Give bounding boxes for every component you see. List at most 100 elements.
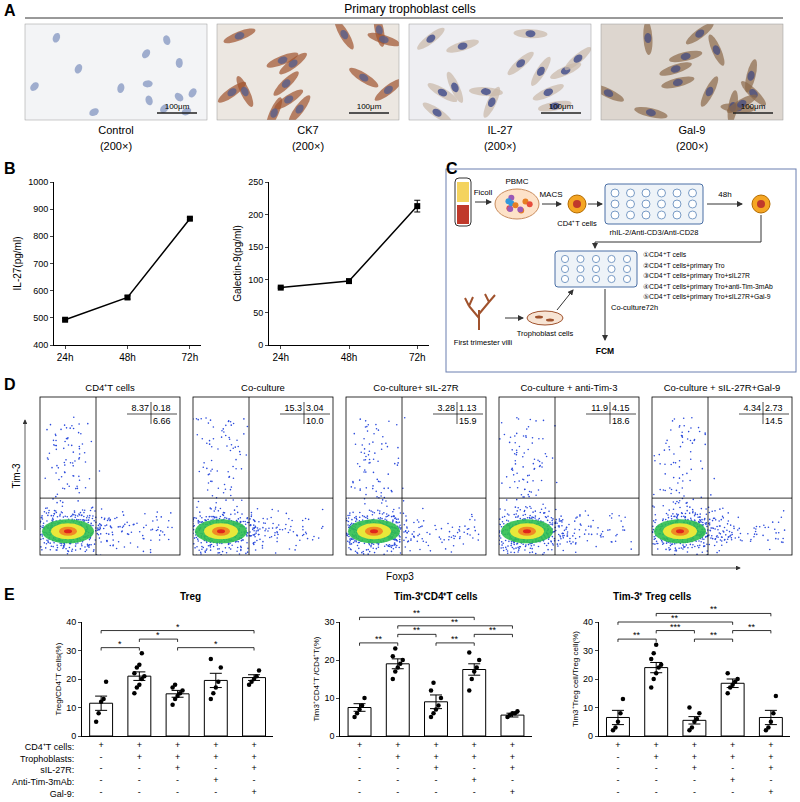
svg-text:6.66: 6.66 (153, 416, 171, 426)
svg-text:30: 30 (583, 646, 593, 656)
svg-text:250: 250 (248, 177, 263, 187)
svg-text:3.28: 3.28 (437, 403, 455, 413)
svg-text:10: 10 (325, 693, 335, 703)
svg-text:20: 20 (325, 655, 335, 665)
svg-text:8.37: 8.37 (131, 403, 149, 413)
svg-text:**: ** (489, 625, 497, 635)
svg-text:*: * (214, 639, 218, 649)
svg-text:Tim-3: Tim-3 (11, 463, 22, 489)
svg-text:40: 40 (583, 617, 593, 627)
svg-text:*: * (156, 630, 160, 640)
svg-text:IL-27: IL-27 (487, 124, 512, 136)
svg-text:Ficoll: Ficoll (474, 188, 493, 197)
svg-text:①CD4⁺T cells: ①CD4⁺T cells (643, 251, 687, 258)
svg-text:Tim-3⁺CD4⁺T cells: Tim-3⁺CD4⁺T cells (394, 591, 478, 602)
svg-text:0: 0 (71, 731, 76, 741)
svg-text:++---: ++--- (395, 740, 400, 797)
svg-text:100μm: 100μm (357, 102, 382, 111)
svg-text:100μm: 100μm (165, 102, 190, 111)
svg-text:**: ** (413, 608, 421, 618)
svg-text:150: 150 (248, 242, 263, 252)
svg-text:⑤CD4⁺T cells+primary Tro+sIL27: ⑤CD4⁺T cells+primary Tro+sIL27R+Gal-9 (643, 293, 771, 301)
svg-text:100μm: 100μm (549, 102, 574, 111)
svg-text:0: 0 (330, 731, 335, 741)
svg-text:14.5: 14.5 (765, 416, 783, 426)
svg-text:700: 700 (33, 259, 48, 269)
svg-text:10: 10 (583, 703, 593, 713)
svg-text:Co-culture + anti-Tim-3: Co-culture + anti-Tim-3 (520, 382, 617, 393)
svg-text:600: 600 (33, 286, 48, 296)
svg-text:Foxp3: Foxp3 (386, 571, 414, 582)
svg-text:1000: 1000 (28, 177, 48, 187)
svg-text:FCM: FCM (596, 346, 614, 356)
svg-text:Treg/CD4⁺T cells(%): Treg/CD4⁺T cells(%) (54, 642, 63, 715)
svg-text:+++-+: +++-+ (251, 740, 256, 797)
svg-text:72h: 72h (182, 352, 199, 363)
svg-text:+----: +---- (615, 740, 620, 797)
svg-text:CK7: CK7 (297, 124, 318, 136)
svg-text:CD4⁺T cells: CD4⁺T cells (85, 382, 135, 393)
svg-text:**: ** (375, 634, 383, 644)
svg-text:**: ** (710, 630, 718, 640)
svg-text:+----: +---- (357, 740, 362, 797)
svg-text:200: 200 (248, 210, 263, 220)
svg-text:PBMC: PBMC (505, 177, 528, 186)
svg-text:(200×): (200×) (100, 140, 132, 152)
svg-text:24h: 24h (57, 352, 74, 363)
svg-text:Co-culture: Co-culture (241, 382, 285, 393)
svg-text:CD4⁺T cells: CD4⁺T cells (557, 219, 597, 228)
svg-text:+++--: +++-- (175, 740, 180, 797)
svg-text:**: ** (633, 630, 641, 640)
svg-text:**: ** (710, 604, 718, 614)
svg-text:rhIL-2/Anti-CD3/Anti-CD28: rhIL-2/Anti-CD3/Anti-CD28 (610, 228, 699, 237)
svg-text:++-+-: ++-+- (213, 740, 218, 797)
svg-text:*: * (118, 639, 122, 649)
svg-text:+++-+: +++-+ (510, 740, 515, 797)
svg-text:15.9: 15.9 (459, 416, 477, 426)
svg-text:+----: +---- (98, 740, 103, 797)
svg-text:**: ** (451, 634, 459, 644)
svg-text:+++-+: +++-+ (768, 740, 773, 797)
svg-text:500: 500 (33, 313, 48, 323)
svg-text:0: 0 (258, 340, 263, 350)
svg-text:100μm: 100μm (741, 102, 766, 111)
svg-text:③CD4⁺T cells+primary Tro+sIL27: ③CD4⁺T cells+primary Tro+sIL27R (643, 272, 750, 280)
svg-text:**: ** (413, 625, 421, 635)
svg-text:Primary trophoblast cells: Primary trophoblast cells (344, 2, 475, 16)
svg-text:1.13: 1.13 (459, 403, 477, 413)
svg-text:CD4⁺T cells:Trophoblasts:sIL-2: CD4⁺T cells:Trophoblasts:sIL-27R:Anti-Ti… (12, 742, 74, 799)
svg-text:400: 400 (33, 340, 48, 350)
svg-text:④CD4⁺T cells+primary Tro+anti-: ④CD4⁺T cells+primary Tro+anti-Tim-3mAb (643, 283, 773, 291)
svg-text:②CD4⁺T cells+primary Tro: ②CD4⁺T cells+primary Tro (643, 262, 725, 270)
svg-text:*: * (176, 622, 180, 632)
svg-text:72h: 72h (409, 352, 426, 363)
svg-text:20: 20 (583, 674, 593, 684)
svg-text:First trimester villi: First trimester villi (454, 338, 513, 347)
svg-text:IL-27(pg/ml): IL-27(pg/ml) (12, 237, 23, 291)
svg-text:10.0: 10.0 (306, 416, 324, 426)
svg-text:Co-culture+ sIL-27R: Co-culture+ sIL-27R (373, 382, 458, 393)
svg-text:18.6: 18.6 (612, 416, 630, 426)
svg-text:0: 0 (588, 731, 593, 741)
svg-text:Galectin-9(pg/ml): Galectin-9(pg/ml) (232, 225, 243, 302)
svg-text:3.04: 3.04 (306, 403, 324, 413)
svg-text:0.18: 0.18 (153, 403, 171, 413)
svg-text:+++--: +++-- (692, 740, 697, 797)
svg-text:Tim3⁺Treg cell/Treg cell(%): Tim3⁺Treg cell/Treg cell(%) (571, 631, 580, 727)
svg-text:800: 800 (33, 231, 48, 241)
svg-text:Gal-9: Gal-9 (679, 124, 706, 136)
svg-text:Co-culture72h: Co-culture72h (611, 303, 658, 312)
svg-text:***: *** (670, 622, 681, 632)
svg-text:Trophoblast cells: Trophoblast cells (517, 329, 574, 338)
svg-text:4.34: 4.34 (743, 403, 761, 413)
svg-text:Tim3⁺CD4⁺T /CD4⁺T(%): Tim3⁺CD4⁺T /CD4⁺T(%) (312, 636, 321, 721)
svg-text:30: 30 (66, 646, 76, 656)
svg-text:++---: ++--- (137, 740, 142, 797)
svg-text:+++--: +++-- (433, 740, 438, 797)
svg-text:Tim-3⁺ Treg cells: Tim-3⁺ Treg cells (613, 591, 692, 602)
svg-text:24h: 24h (272, 352, 289, 363)
svg-text:**: ** (748, 622, 756, 632)
svg-text:40: 40 (66, 617, 76, 627)
svg-text:20: 20 (66, 674, 76, 684)
svg-text:++-+-: ++-+- (472, 740, 477, 797)
